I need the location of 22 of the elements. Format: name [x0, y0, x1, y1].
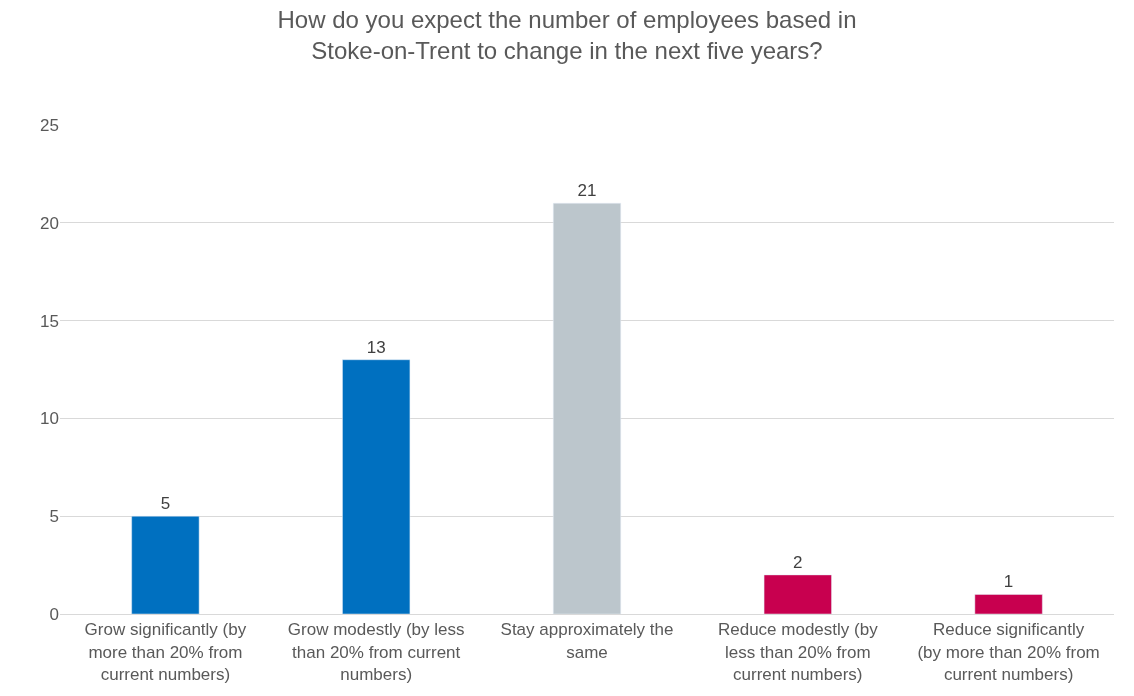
data-label: 2 — [793, 552, 803, 572]
y-tick-label: 0 — [49, 604, 59, 624]
chart-title: How do you expect the number of employees based in Stoke-on-Trent to change in the next five years? — [277, 5, 857, 65]
data-label: 5 — [160, 494, 171, 514]
data-label: 21 — [577, 181, 597, 201]
y-tick-label: 25 — [40, 115, 59, 135]
data-label: 13 — [366, 337, 386, 357]
x-tick-label: Grow modestly (by less than 20% from current numbers) — [287, 620, 465, 684]
y-tick-label: 15 — [40, 311, 59, 331]
bar — [131, 515, 200, 614]
bar — [553, 202, 621, 614]
y-tick-label: 5 — [49, 507, 59, 527]
bar — [763, 574, 832, 614]
bar — [974, 594, 1043, 614]
x-tick-label: Stay approximately the same — [500, 620, 674, 662]
y-tick-label: 10 — [40, 409, 59, 429]
x-tick-label: Reduce significantly (by more than 20% from current numbers) — [917, 620, 1100, 684]
bar — [342, 359, 411, 614]
x-tick-label: Reduce modestly (by less than 20% from current numbers) — [717, 620, 879, 684]
y-tick-label: 20 — [40, 213, 59, 233]
data-label: 1 — [1003, 572, 1014, 592]
x-tick-label: Grow significantly (by more than 20% from current numbers) — [84, 620, 247, 684]
